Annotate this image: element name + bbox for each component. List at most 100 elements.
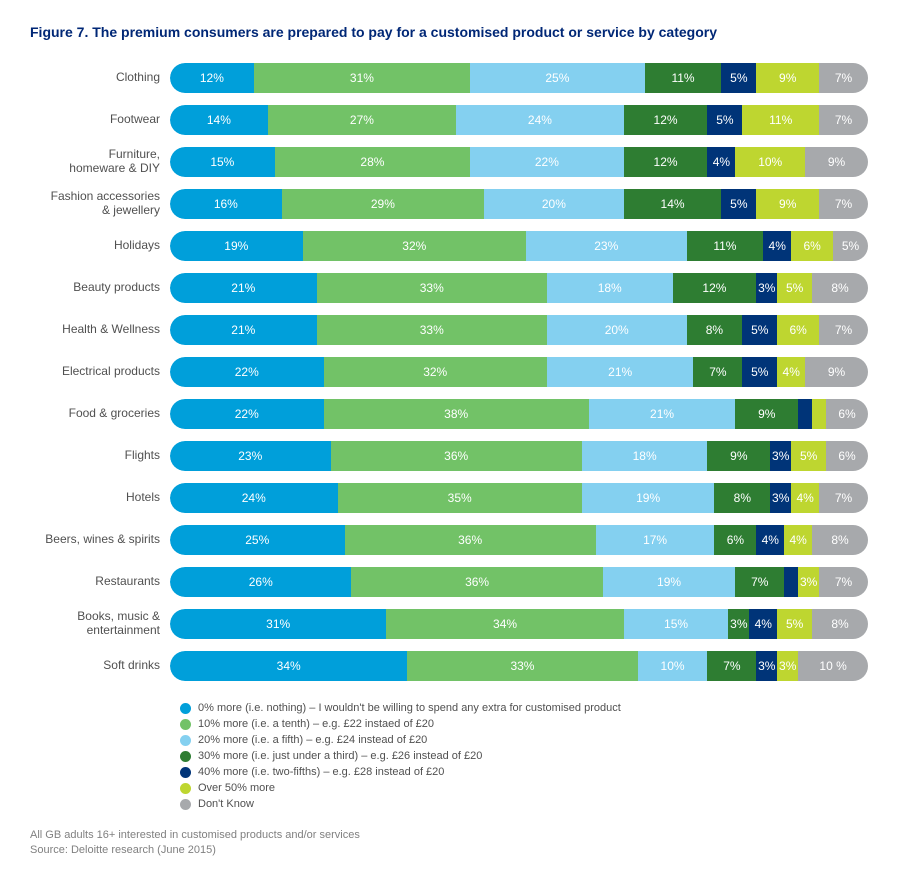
bar-segment: 4% xyxy=(756,525,784,555)
bar-segment: 21% xyxy=(589,399,736,429)
chart-row: Flights23%36%18%9%3%5%6% xyxy=(30,440,868,472)
bar-segment: 19% xyxy=(582,483,715,513)
bar-segment: 25% xyxy=(470,63,645,93)
bar-segment: 20% xyxy=(547,315,687,345)
segment-value: 7% xyxy=(835,323,852,337)
bar-segment: 21% xyxy=(170,273,317,303)
segment-value: 11% xyxy=(769,113,792,127)
segment-value: 4% xyxy=(789,533,806,547)
segment-value: 8% xyxy=(734,491,751,505)
chart-row: Holidays19%32%23%11%4%6%5% xyxy=(30,230,868,262)
bar-segment: 14% xyxy=(624,189,722,219)
chart-row: Books, music &entertainment31%34%15%3%4%… xyxy=(30,608,868,640)
bar-segment: 36% xyxy=(345,525,596,555)
legend-item: 20% more (i.e. a fifth) – e.g. £24 inste… xyxy=(180,734,868,746)
segment-value: 5% xyxy=(730,197,747,211)
bar-segment: 7% xyxy=(707,651,756,681)
segment-value: 9% xyxy=(758,407,775,421)
segment-value: 22% xyxy=(535,155,559,169)
chart-row: Furniture,homeware & DIY15%28%22%12%4%10… xyxy=(30,146,868,178)
segment-value: 31% xyxy=(266,617,290,631)
stacked-bar: 12%31%25%11%5%9%7% xyxy=(170,63,868,93)
segment-value: 6% xyxy=(838,449,855,463)
segment-value: 7% xyxy=(751,575,768,589)
legend: 0% more (i.e. nothing) – I wouldn't be w… xyxy=(180,702,868,810)
bar-segment: 18% xyxy=(547,273,673,303)
bar-segment: 12% xyxy=(673,273,757,303)
stacked-bar: 23%36%18%9%3%5%6% xyxy=(170,441,868,471)
chart-row: Footwear14%27%24%12%5%11%7% xyxy=(30,104,868,136)
bar-segment: 18% xyxy=(582,441,708,471)
stacked-bar: 25%36%17%6%4%4%8% xyxy=(170,525,868,555)
stacked-bar: 22%32%21%7%5%4%9% xyxy=(170,357,868,387)
bar-segment: 6% xyxy=(826,399,868,429)
bar-segment: 24% xyxy=(170,483,338,513)
chart-row: Beers, wines & spirits25%36%17%6%4%4%8% xyxy=(30,524,868,556)
legend-swatch xyxy=(180,751,191,762)
segment-value: 9% xyxy=(730,449,747,463)
segment-value: 6% xyxy=(727,533,744,547)
bar-segment: 12% xyxy=(624,105,708,135)
bar-segment: 36% xyxy=(331,441,582,471)
stacked-bar: 14%27%24%12%5%11%7% xyxy=(170,105,868,135)
segment-value: 24% xyxy=(528,113,552,127)
bar-segment: 21% xyxy=(547,357,694,387)
footnote-sample: All GB adults 16+ interested in customis… xyxy=(30,828,868,843)
segment-value: 4% xyxy=(783,365,800,379)
segment-value: 11% xyxy=(671,71,694,85)
bar-segment: 4% xyxy=(777,357,805,387)
chart-row: Hotels24%35%19%8%3%4%7% xyxy=(30,482,868,514)
bar-segment: 11% xyxy=(687,231,764,261)
legend-swatch xyxy=(180,735,191,746)
segment-value: 21% xyxy=(231,281,255,295)
bar-segment: 4% xyxy=(763,231,791,261)
segment-value: 25% xyxy=(245,533,269,547)
bar-segment: 3% xyxy=(777,651,798,681)
bar-segment: 3% xyxy=(770,483,791,513)
legend-swatch xyxy=(180,783,191,794)
bar-segment: 35% xyxy=(338,483,582,513)
segment-value: 3% xyxy=(772,449,789,463)
bar-segment: 7% xyxy=(735,567,784,597)
bar-segment: 15% xyxy=(624,609,729,639)
legend-swatch xyxy=(180,799,191,810)
segment-value: 4% xyxy=(769,239,786,253)
segment-value: 3% xyxy=(730,617,747,631)
bar-segment: 7% xyxy=(693,357,742,387)
footnote: All GB adults 16+ interested in customis… xyxy=(30,828,868,859)
row-label: Food & groceries xyxy=(30,407,170,421)
row-label: Footwear xyxy=(30,113,170,127)
segment-value: 5% xyxy=(716,113,733,127)
bar-segment: 20% xyxy=(484,189,624,219)
bar-segment: 29% xyxy=(282,189,484,219)
segment-value: 15% xyxy=(664,617,688,631)
legend-item: Don't Know xyxy=(180,798,868,810)
bar-segment: 6% xyxy=(826,441,868,471)
segment-value: 9% xyxy=(828,365,845,379)
segment-value: 7% xyxy=(835,575,852,589)
bar-segment: 36% xyxy=(351,567,602,597)
bar-segment: 31% xyxy=(254,63,470,93)
segment-value: 24% xyxy=(242,491,266,505)
segment-value: 23% xyxy=(594,239,618,253)
bar-segment: 22% xyxy=(170,357,324,387)
segment-value: 3% xyxy=(758,659,775,673)
bar-segment: 24% xyxy=(456,105,624,135)
bar-segment: 6% xyxy=(714,525,756,555)
footnote-source: Source: Deloitte research (June 2015) xyxy=(30,843,868,858)
bar-segment: 3% xyxy=(756,651,777,681)
legend-text: Over 50% more xyxy=(198,782,275,794)
bar-segment: 31% xyxy=(170,609,386,639)
segment-value: 7% xyxy=(835,197,852,211)
segment-value: 12% xyxy=(702,281,726,295)
bar-segment: 7% xyxy=(819,567,868,597)
segment-value: 33% xyxy=(420,281,444,295)
segment-value: 23% xyxy=(238,449,262,463)
bar-segment: 7% xyxy=(819,189,868,219)
segment-value: 5% xyxy=(751,323,768,337)
bar-segment: 22% xyxy=(470,147,624,177)
stacked-bar: 22%38%21%9%2%2%6% xyxy=(170,399,868,429)
bar-segment: 5% xyxy=(742,315,777,345)
stacked-bar: 24%35%19%8%3%4%7% xyxy=(170,483,868,513)
chart-row: Clothing12%31%25%11%5%9%7% xyxy=(30,62,868,94)
